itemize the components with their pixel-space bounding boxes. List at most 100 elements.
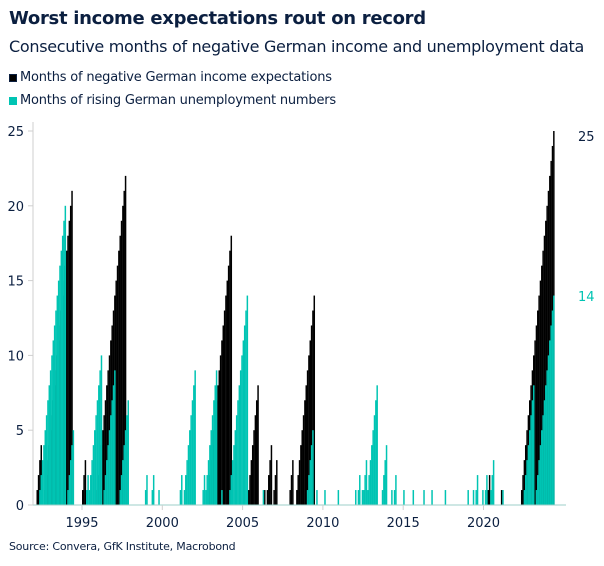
unemployment-bar xyxy=(144,490,147,505)
unemployment-bar xyxy=(111,400,113,505)
unemployment-bar xyxy=(403,490,405,505)
unemployment-bar xyxy=(542,415,544,505)
income-bar xyxy=(71,190,73,505)
unemployment-bar xyxy=(123,445,125,505)
income-bar xyxy=(302,415,305,505)
unemployment-bar xyxy=(41,460,44,505)
income-bar xyxy=(120,220,123,505)
income-bar xyxy=(309,340,312,505)
income-bar xyxy=(534,340,536,505)
end-label-unemployment: 14 xyxy=(578,290,595,305)
unemployment-bar xyxy=(383,475,385,505)
unemployment-bar xyxy=(49,370,52,505)
unemployment-bar xyxy=(371,445,373,505)
unemployment-bar xyxy=(110,415,112,505)
unemployment-bar xyxy=(45,415,48,505)
unemployment-bar xyxy=(486,475,488,505)
income-bar xyxy=(69,205,72,506)
unemployment-bar xyxy=(60,250,63,505)
unemployment-bar xyxy=(238,385,241,505)
income-bar xyxy=(229,250,231,505)
income-bar xyxy=(298,460,301,505)
unemployment-bar xyxy=(181,475,183,505)
income-bar xyxy=(223,310,226,505)
unemployment-bar xyxy=(490,490,492,505)
legend-swatch-teal xyxy=(9,96,17,105)
income-bar xyxy=(310,325,313,505)
income-bar xyxy=(290,475,293,505)
income-bar xyxy=(104,400,107,505)
income-bar xyxy=(543,235,546,505)
income-bar xyxy=(36,490,38,505)
unemployment-bar xyxy=(47,400,49,505)
unemployment-bar xyxy=(119,490,121,505)
unemployment-bar xyxy=(98,385,100,505)
income-bar xyxy=(313,295,316,505)
unemployment-bar xyxy=(312,430,314,505)
income-bar xyxy=(268,475,270,505)
unemployment-bar xyxy=(151,490,154,505)
income-bar xyxy=(289,490,291,505)
unemployment-bar xyxy=(44,430,47,505)
income-bar xyxy=(37,475,40,505)
income-bar xyxy=(116,265,119,505)
chart-title: Worst income expectations rout on record xyxy=(9,8,426,29)
unemployment-bar xyxy=(491,475,494,505)
income-bar xyxy=(487,490,490,505)
unemployment-bar xyxy=(242,340,245,505)
unemployment-bar xyxy=(467,490,469,505)
unemployment-bar xyxy=(91,460,93,505)
income-bar xyxy=(520,490,523,505)
unemployment-bar xyxy=(529,430,531,505)
income-bar xyxy=(82,490,84,505)
x-tick-label: 2005 xyxy=(226,516,259,531)
unemployment-bar xyxy=(369,460,372,505)
income-bar xyxy=(547,190,550,505)
unemployment-bar xyxy=(211,415,214,505)
y-tick-label: 5 xyxy=(16,424,24,439)
unemployment-bar xyxy=(365,460,368,505)
unemployment-bar xyxy=(53,325,56,505)
unemployment-bar xyxy=(186,460,188,505)
unemployment-bar xyxy=(363,490,365,505)
unemployment-bar xyxy=(538,460,540,505)
unemployment-bar xyxy=(373,415,376,505)
income-bar xyxy=(537,310,539,505)
income-bar xyxy=(538,295,540,505)
legend-item-income: Months of negative German income expecta… xyxy=(9,70,332,85)
unemployment-bar xyxy=(535,490,538,505)
income-bar xyxy=(269,460,271,505)
income-bar xyxy=(119,235,121,505)
x-tick-label: 2020 xyxy=(467,516,500,531)
unemployment-bar xyxy=(202,490,204,505)
income-bar xyxy=(522,475,524,505)
unemployment-bar xyxy=(368,475,370,505)
unemployment-bar xyxy=(239,370,242,505)
income-bar xyxy=(300,445,302,505)
income-bar xyxy=(122,205,124,506)
unemployment-bar xyxy=(187,445,190,505)
y-tick-label: 20 xyxy=(7,200,24,215)
unemployment-bar xyxy=(530,415,532,505)
income-bar xyxy=(545,220,547,505)
income-bar xyxy=(250,460,253,505)
income-bar xyxy=(222,325,225,505)
unemployment-bar xyxy=(376,385,378,505)
income-bar xyxy=(226,280,229,505)
x-tick-label: 2010 xyxy=(306,516,339,531)
unemployment-bar xyxy=(63,220,65,505)
unemployment-bar xyxy=(230,475,233,505)
unemployment-bar xyxy=(306,490,309,505)
legend-label-unemployment: Months of rising German unemployment num… xyxy=(20,93,336,108)
unemployment-bar xyxy=(523,490,526,505)
unemployment-bar xyxy=(51,355,53,505)
unemployment-bar xyxy=(39,490,41,505)
unemployment-bar xyxy=(472,490,475,505)
unemployment-bar xyxy=(545,385,547,505)
income-bar xyxy=(546,205,548,506)
income-bar xyxy=(257,385,259,505)
income-bar xyxy=(254,415,257,505)
unemployment-bar xyxy=(127,400,129,505)
income-bar xyxy=(221,340,223,505)
unemployment-bar xyxy=(231,460,234,505)
